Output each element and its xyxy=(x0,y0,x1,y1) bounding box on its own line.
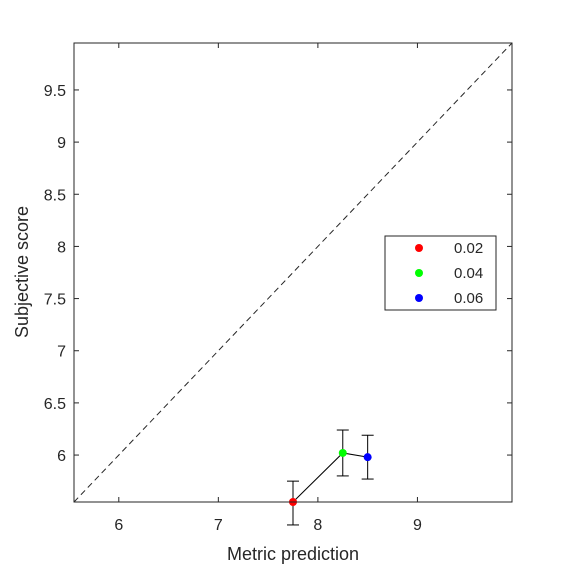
legend-marker xyxy=(415,244,423,252)
identity-line-group xyxy=(74,43,512,502)
legend-marker xyxy=(415,269,423,277)
plot-frame xyxy=(73,42,513,503)
x-axis-label: Metric prediction xyxy=(227,544,359,564)
y-tick-label: 9 xyxy=(57,135,66,152)
y-tick-label: 7 xyxy=(57,344,66,361)
x-tick-label: 7 xyxy=(214,517,223,534)
y-tick-label: 7.5 xyxy=(44,292,66,309)
x-tick-label: 6 xyxy=(114,517,123,534)
legend-marker xyxy=(415,294,423,302)
y-tick-label: 8.5 xyxy=(44,187,66,204)
y-tick-label: 9.5 xyxy=(44,83,66,100)
x-tick-label: 8 xyxy=(313,517,322,534)
y-tick-label: 6 xyxy=(57,448,66,465)
y-tick-label: 8 xyxy=(57,239,66,256)
data-point xyxy=(338,448,347,457)
legend-label: 0.02 xyxy=(454,240,483,257)
y-axis-label: Subjective score xyxy=(12,206,32,338)
legend-box xyxy=(384,235,497,311)
data-point xyxy=(363,453,372,462)
identity-line xyxy=(74,43,512,502)
legend-label: 0.04 xyxy=(454,265,483,282)
x-tick-label: 9 xyxy=(413,517,422,534)
legend: 0.02 0.04 0.06 xyxy=(384,235,497,311)
legend-label: 0.06 xyxy=(454,290,483,307)
axis-ticks: 6 7 8 9 6 6.5 7 7.5 8 8.5 9 9.5 xyxy=(44,43,512,534)
y-tick-label: 6.5 xyxy=(44,396,66,413)
